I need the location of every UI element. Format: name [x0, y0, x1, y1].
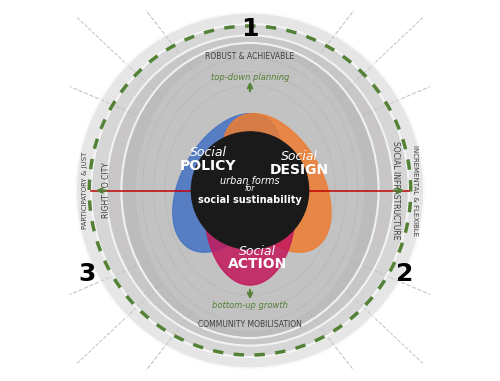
Circle shape: [192, 132, 308, 249]
Text: ACTION: ACTION: [228, 257, 287, 271]
Ellipse shape: [91, 24, 409, 357]
Text: 3: 3: [78, 262, 96, 286]
Ellipse shape: [106, 35, 394, 346]
Text: urban forms: urban forms: [220, 176, 280, 186]
Text: Social: Social: [280, 150, 318, 163]
Text: RIGHT TO CITY: RIGHT TO CITY: [102, 163, 111, 218]
Text: Social: Social: [239, 245, 276, 258]
Text: DESIGN: DESIGN: [270, 163, 328, 177]
Text: 1: 1: [242, 16, 259, 40]
Text: COMMUNITY MOBILISATION: COMMUNITY MOBILISATION: [198, 320, 302, 329]
Text: top-down planning: top-down planning: [211, 72, 289, 82]
Text: SOCIAL INFRASTRUCTURE: SOCIAL INFRASTRUCTURE: [391, 141, 400, 240]
Ellipse shape: [204, 134, 296, 285]
Ellipse shape: [76, 13, 424, 368]
Text: POLICY: POLICY: [180, 159, 236, 173]
Ellipse shape: [173, 114, 282, 252]
Ellipse shape: [222, 114, 331, 252]
Ellipse shape: [122, 43, 378, 338]
Text: for: for: [245, 184, 255, 193]
Text: Social: Social: [190, 146, 227, 159]
Text: PARTICIPATORY & JUST: PARTICIPATORY & JUST: [82, 152, 88, 229]
Ellipse shape: [136, 51, 364, 330]
Text: 2: 2: [396, 262, 414, 286]
Text: ROBUST & ACHIEVABLE: ROBUST & ACHIEVABLE: [206, 52, 294, 61]
Text: INCREMENTAL & FLEXIBLE: INCREMENTAL & FLEXIBLE: [412, 145, 418, 236]
Text: social sustinability: social sustinability: [198, 195, 302, 205]
Text: bottom-up growth: bottom-up growth: [212, 301, 288, 311]
